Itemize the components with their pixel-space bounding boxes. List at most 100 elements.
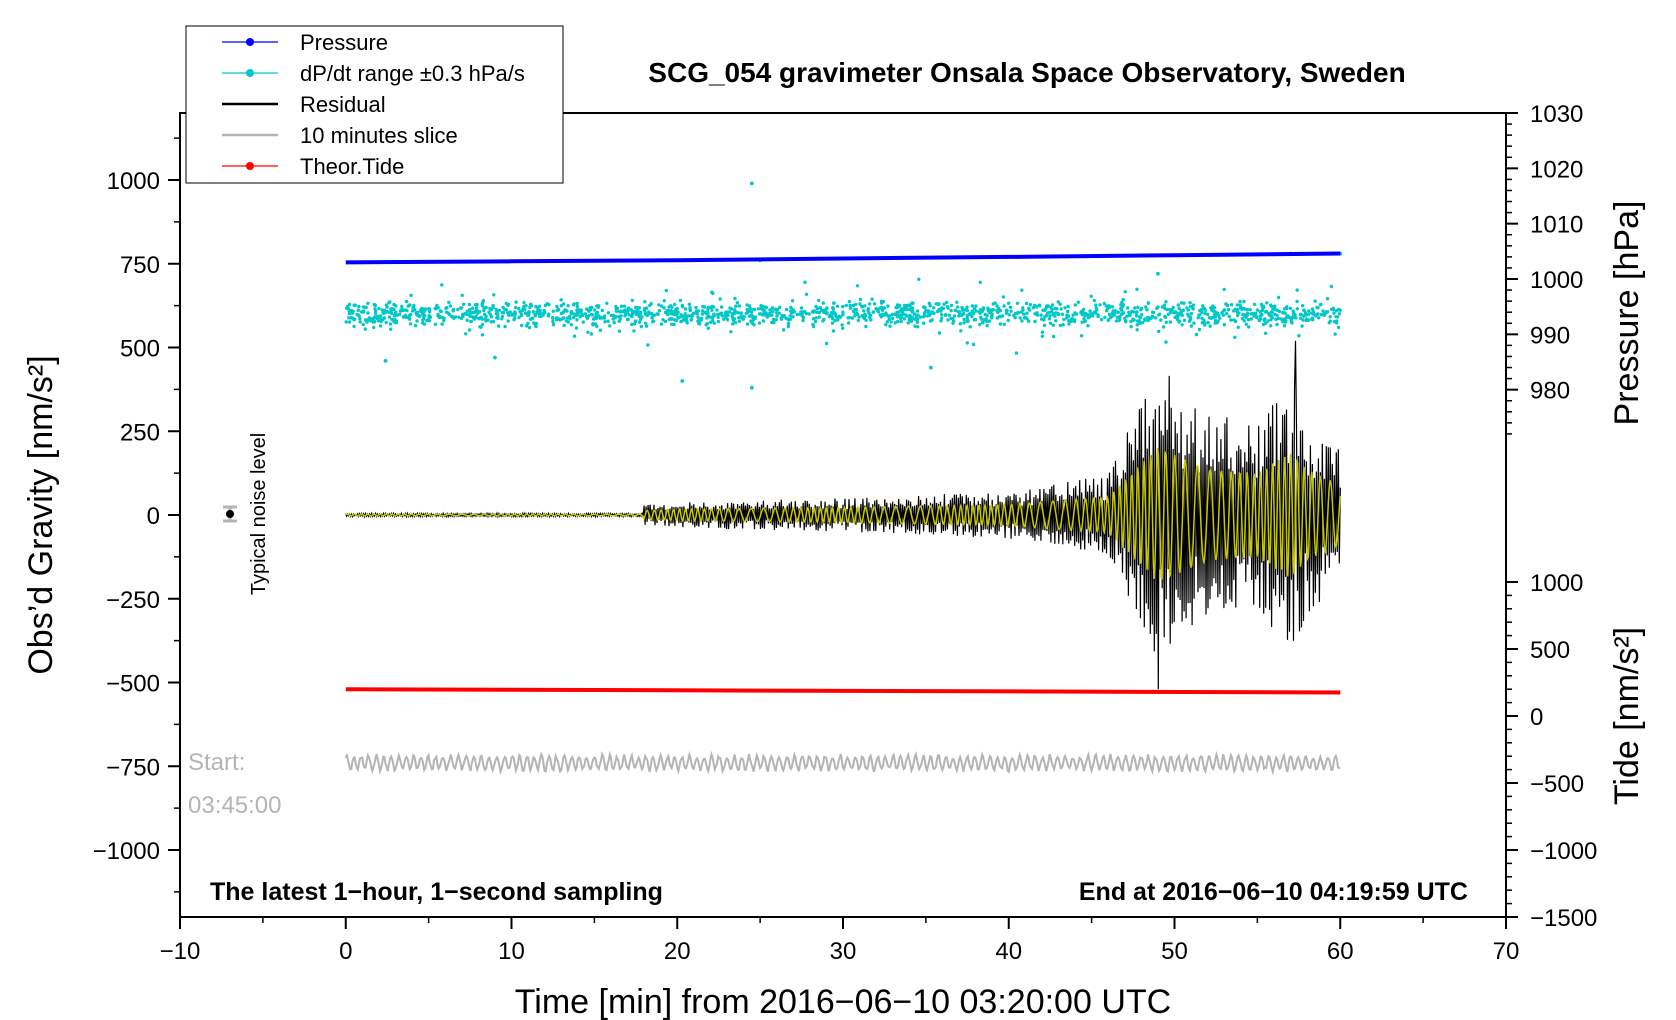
dpdt-point (971, 342, 976, 347)
dpdt-point (981, 320, 985, 325)
dpdt-point (759, 304, 763, 308)
dpdt-point (1066, 309, 1070, 314)
dpdt-point (1121, 297, 1125, 302)
dpdt-point (995, 304, 999, 308)
dpdt-point (448, 304, 453, 308)
dpdt-point (1269, 314, 1274, 318)
dpdt-point (1337, 312, 1342, 316)
dpdt-point (1164, 300, 1168, 304)
dpdt-point (395, 313, 400, 317)
dpdt-point (560, 311, 564, 316)
dpdt-point (630, 322, 634, 327)
dpdt-point (1279, 317, 1283, 321)
dpdt-point (575, 304, 579, 309)
dpdt-point (421, 317, 426, 321)
dpdt-point (860, 304, 864, 309)
dpdt-point (1168, 320, 1173, 324)
dpdt-point (1334, 309, 1339, 313)
dpdt-point (712, 321, 716, 325)
dpdt-point (958, 310, 962, 314)
dpdt-point (600, 308, 605, 313)
dpdt-point (814, 304, 818, 309)
dpdt-point (1047, 317, 1052, 321)
dpdt-point (822, 317, 826, 322)
dpdt-point (1104, 304, 1109, 308)
dpdt-point (1095, 308, 1099, 312)
dpdt-point (1233, 335, 1237, 339)
dpdt-point (870, 297, 874, 301)
dpdt-point (614, 314, 618, 319)
x-tick-label: 10 (498, 938, 525, 965)
dpdt-point (824, 341, 829, 346)
dpdt-point (757, 321, 762, 325)
dpdt-point (1188, 301, 1192, 305)
x-tick-label: 20 (664, 938, 691, 965)
dpdt-point (752, 307, 756, 312)
dpdt-point (795, 312, 800, 317)
dpdt-point (414, 311, 418, 315)
dpdt-point (517, 306, 521, 311)
dpdt-point (918, 315, 923, 319)
x-tick-label: 50 (1161, 938, 1188, 965)
dpdt-point (1182, 301, 1186, 305)
dpdt-point (440, 283, 444, 287)
dpdt-point (687, 302, 692, 306)
dpdt-point (962, 321, 966, 325)
dpdt-point (469, 319, 473, 324)
dpdt-point (840, 323, 844, 327)
dpdt-point (832, 301, 836, 305)
dpdt-point (566, 304, 570, 308)
dpdt-point (807, 312, 811, 316)
dpdt-point (1298, 316, 1303, 320)
dpdt-point (373, 311, 378, 316)
dpdt-point (1051, 334, 1056, 339)
dpdt-point (778, 305, 782, 309)
dpdt-point (864, 324, 868, 329)
dpdt-outlier (1156, 271, 1160, 276)
dpdt-point (480, 333, 485, 337)
dpdt-point (1147, 316, 1151, 320)
dpdt-point (761, 319, 766, 323)
dpdt-point (524, 304, 528, 308)
dpdt-point (1139, 308, 1143, 312)
dpdt-point (589, 312, 594, 317)
dpdt-point (1206, 312, 1210, 317)
dpdt-point (1037, 303, 1042, 307)
dpdt-point (389, 311, 394, 316)
legend-swatch-dot (246, 162, 254, 170)
dpdt-point (636, 310, 640, 314)
dpdt-point (965, 305, 969, 309)
dpdt-point (715, 312, 720, 317)
dpdt-outlier (493, 355, 497, 360)
dpdt-point (706, 307, 710, 311)
dpdt-point (855, 311, 859, 315)
data-layer (344, 181, 1343, 776)
dpdt-point (1133, 306, 1137, 310)
dpdt-outlier (928, 365, 933, 370)
dpdt-point (882, 306, 886, 310)
dpdt-point (464, 332, 468, 336)
dpdt-point (683, 315, 688, 319)
dpdt-point (1024, 315, 1028, 320)
dpdt-point (910, 309, 915, 313)
dpdt-point (841, 326, 845, 330)
y-tick-label-tide: 1000 (1530, 570, 1583, 597)
start-label: Start: (188, 749, 245, 776)
x-tick-label: 40 (995, 938, 1022, 965)
dpdt-point (1255, 308, 1260, 312)
dpdt-point (1164, 340, 1168, 344)
start-time: 03:45:00 (188, 792, 281, 819)
dpdt-point (376, 319, 381, 323)
dpdt-point (617, 329, 622, 333)
dpdt-point (512, 317, 516, 322)
dpdt-point (985, 324, 989, 328)
dpdt-point (1192, 321, 1196, 325)
dpdt-point (1179, 309, 1183, 313)
dpdt-point (886, 304, 890, 308)
dpdt-point (970, 304, 975, 308)
dpdt-point (1146, 301, 1151, 305)
dpdt-point (531, 310, 535, 314)
dpdt-point (1002, 304, 1006, 308)
dpdt-point (1300, 324, 1304, 328)
